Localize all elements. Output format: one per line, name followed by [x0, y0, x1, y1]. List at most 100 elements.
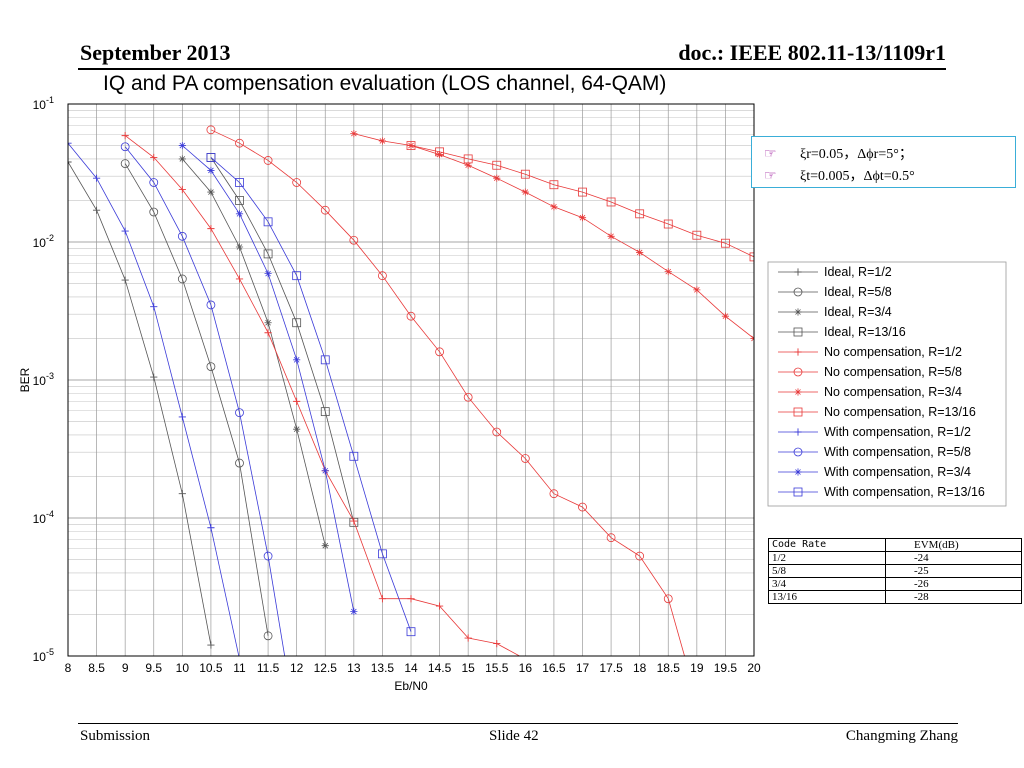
data-point: [406, 311, 416, 321]
y-axis-label: BER: [18, 367, 32, 392]
data-point: [206, 125, 216, 135]
data-point: [664, 268, 672, 276]
data-point: [378, 137, 387, 145]
data-point: [721, 238, 730, 248]
y-tick-label: 10-3: [33, 371, 54, 388]
data-point: [793, 327, 803, 337]
legend-item: Ideal, R=3/4: [778, 305, 892, 319]
data-point: [692, 230, 702, 240]
data-point: [235, 210, 244, 218]
legend-label: Ideal, R=1/2: [824, 265, 892, 279]
table-row: 3/4 -26: [768, 577, 1022, 591]
x-tick-label: 12.5: [314, 661, 338, 675]
series-line: [410, 145, 754, 258]
data-point: [92, 174, 101, 182]
x-tick-label: 14: [404, 661, 418, 675]
footer-rule: [78, 723, 958, 724]
data-point: [178, 185, 186, 194]
legend-label: With compensation, R=13/16: [824, 485, 985, 499]
data-point: [120, 142, 130, 152]
series-with-compensation-r-1-2: [68, 139, 240, 656]
x-tick-label: 11: [233, 661, 246, 675]
evm-cell-value: -24: [885, 551, 1022, 565]
legend-label: No compensation, R=3/4: [824, 385, 962, 399]
data-point: [349, 235, 359, 245]
data-point: [663, 219, 673, 229]
data-point: [435, 347, 444, 357]
data-point: [178, 141, 186, 150]
data-point: [549, 180, 559, 190]
series-line: [181, 158, 326, 546]
x-tick-label: 20: [747, 661, 761, 675]
data-point: [607, 232, 615, 240]
data-point: [149, 207, 159, 217]
data-point: [464, 161, 472, 169]
x-tick-label: 12: [290, 661, 304, 675]
data-point: [635, 209, 645, 219]
data-point: [68, 139, 72, 147]
data-point: [235, 196, 244, 205]
legend-label: Ideal, R=3/4: [824, 305, 892, 319]
legend-label: No compensation, R=13/16: [824, 405, 976, 419]
legend-label: With compensation, R=3/4: [824, 465, 971, 479]
x-tick-label: 15: [461, 661, 475, 675]
data-point: [150, 153, 158, 162]
data-point: [207, 188, 215, 196]
series-line: [210, 157, 412, 632]
data-point: [464, 634, 472, 642]
legend-item: No compensation, R=13/16: [778, 405, 976, 419]
data-point: [435, 147, 444, 157]
data-point: [207, 166, 215, 175]
data-point: [721, 312, 730, 320]
data-point: [493, 174, 501, 182]
data-point: [263, 551, 273, 561]
data-point: [178, 413, 186, 421]
data-point: [521, 188, 529, 196]
data-point: [264, 329, 272, 337]
data-point: [150, 303, 158, 311]
evm-table-header: Code Rate EVM(dB): [768, 538, 1022, 552]
data-point: [178, 490, 186, 498]
data-point: [492, 427, 502, 437]
evm-header-code-rate: Code Rate: [768, 538, 886, 552]
y-tick-label: 10-4: [33, 509, 54, 526]
data-point: [793, 287, 803, 297]
data-point: [207, 641, 215, 649]
data-point: [350, 130, 358, 138]
data-point: [121, 132, 129, 140]
data-point: [206, 362, 216, 372]
data-point: [92, 206, 101, 214]
data-point: [606, 197, 616, 207]
x-tick-label: 16.5: [542, 661, 566, 675]
header-doc-id: doc.: IEEE 802.11-13/1109r1: [678, 40, 946, 65]
data-point: [207, 524, 215, 532]
data-point: [549, 489, 559, 499]
data-point: [293, 425, 301, 433]
pointing-hand-icon: ☞: [764, 147, 777, 162]
data-point: [435, 602, 444, 610]
x-tick-label: 17: [576, 661, 590, 675]
data-point: [235, 458, 244, 468]
data-point: [749, 252, 754, 262]
data-point: [794, 388, 802, 396]
evm-table: Code Rate EVM(dB) 1/2 -24 5/8 -25 3/4 -2…: [768, 538, 1022, 604]
x-tick-label: 8.5: [88, 661, 105, 675]
series-with-compensation-r-3-4: [178, 141, 358, 616]
legend-label: No compensation, R=1/2: [824, 345, 962, 359]
data-point: [492, 160, 502, 170]
legend-item: With compensation, R=1/2: [778, 425, 971, 439]
data-point: [378, 595, 387, 603]
legend-label: With compensation, R=1/2: [824, 425, 971, 439]
legend: Ideal, R=1/2 Ideal, R=5/8 Ideal, R=3/4 Idea…: [767, 261, 1007, 507]
series-line: [210, 129, 685, 656]
data-point: [435, 150, 444, 159]
x-tick-label: 11.5: [257, 661, 280, 675]
data-point: [293, 356, 301, 364]
series-with-compensation-r-5-8: [120, 142, 286, 656]
series-ideal-r-1-2: [68, 158, 215, 649]
x-tick-label: 13.5: [371, 661, 395, 675]
x-tick-label: 18: [633, 661, 647, 675]
x-tick-label: 13: [347, 661, 361, 675]
data-point: [578, 502, 587, 512]
data-point: [121, 227, 129, 235]
